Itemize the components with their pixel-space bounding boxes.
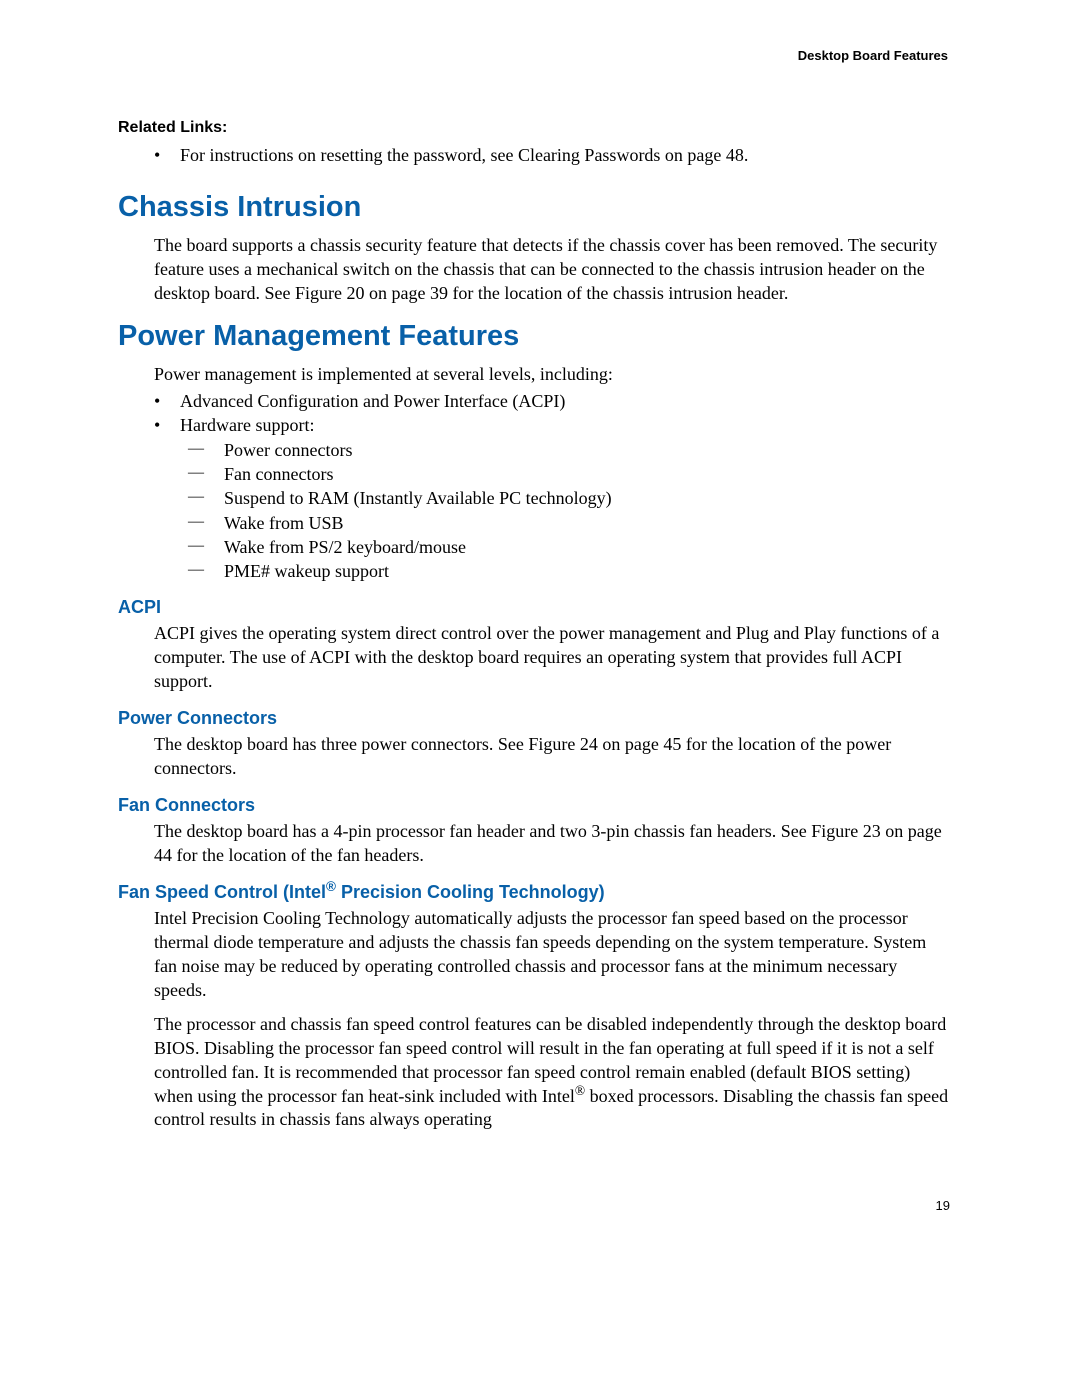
pm-subitem: Suspend to RAM (Instantly Available PC t… (224, 486, 950, 510)
related-links-label: Related Links: (118, 119, 950, 137)
pm-hardware-sublist: Power connectors Fan connectors Suspend … (180, 438, 950, 584)
related-links-item: For instructions on resetting the passwo… (180, 143, 950, 167)
fan-speed-heading-prefix: Fan Speed Control (Intel (118, 882, 326, 902)
fan-speed-body1: Intel Precision Cooling Technology autom… (118, 907, 950, 1003)
acpi-body: ACPI gives the operating system direct c… (118, 622, 950, 694)
heading-fan-speed: Fan Speed Control (Intel® Precision Cool… (118, 882, 950, 903)
pm-bullet-label: Hardware support: (180, 415, 314, 435)
heading-fan-connectors: Fan Connectors (118, 795, 950, 816)
fan-connectors-body: The desktop board has a 4-pin processor … (118, 820, 950, 868)
pm-subitem: Power connectors (224, 438, 950, 462)
fan-speed-heading-suffix: Precision Cooling Technology) (336, 882, 605, 902)
registered-mark-icon: ® (326, 879, 336, 894)
related-links-list: For instructions on resetting the passwo… (118, 143, 950, 167)
heading-power-management: Power Management Features (118, 320, 950, 353)
chassis-intrusion-body: The board supports a chassis security fe… (118, 234, 950, 306)
pm-subitem: Fan connectors (224, 462, 950, 486)
heading-chassis-intrusion: Chassis Intrusion (118, 191, 950, 224)
power-management-list: Advanced Configuration and Power Interfa… (118, 389, 950, 583)
pm-bullet: Hardware support: Power connectors Fan c… (180, 413, 950, 583)
page-header: Desktop Board Features (118, 48, 950, 63)
pm-subitem: Wake from PS/2 keyboard/mouse (224, 535, 950, 559)
pm-bullet: Advanced Configuration and Power Interfa… (180, 389, 950, 413)
page-number: 19 (936, 1198, 950, 1213)
registered-mark-icon: ® (575, 1083, 585, 1098)
power-management-intro: Power management is implemented at sever… (118, 363, 950, 387)
heading-acpi: ACPI (118, 597, 950, 618)
power-connectors-body: The desktop board has three power connec… (118, 733, 950, 781)
heading-power-connectors: Power Connectors (118, 708, 950, 729)
pm-subitem: Wake from USB (224, 511, 950, 535)
fan-speed-body2: The processor and chassis fan speed cont… (118, 1013, 950, 1133)
pm-subitem: PME# wakeup support (224, 559, 950, 583)
